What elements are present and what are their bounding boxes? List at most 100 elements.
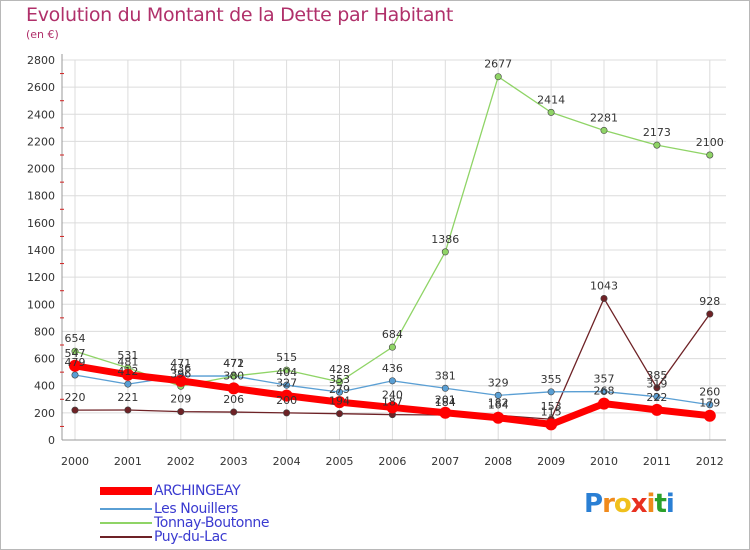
data-point (335, 410, 343, 418)
data-label: 179 (699, 397, 720, 410)
data-label: 928 (699, 295, 720, 308)
legend-swatch (100, 522, 152, 524)
data-point (706, 401, 714, 409)
data-point (71, 371, 79, 379)
data-point (494, 73, 502, 81)
data-label: 200 (276, 394, 297, 407)
x-tick-label: 2012 (696, 455, 724, 468)
data-label: 206 (223, 393, 244, 406)
data-point (492, 411, 505, 424)
data-point (653, 384, 661, 392)
data-point (124, 380, 132, 388)
data-label: 2414 (537, 93, 565, 106)
y-tick-label: 1600 (27, 217, 55, 230)
data-label: 184 (435, 396, 456, 409)
data-point (230, 408, 238, 416)
y-tick-label: 1400 (27, 244, 55, 257)
data-label: 2281 (590, 111, 618, 124)
data-point (230, 372, 238, 380)
data-label: 412 (117, 365, 138, 378)
data-point (388, 343, 396, 351)
data-label: 221 (117, 391, 138, 404)
data-label: 209 (170, 393, 191, 406)
logo-letter: o (613, 489, 632, 519)
data-point (706, 310, 714, 318)
data-point (335, 378, 343, 386)
data-label: 319 (646, 378, 667, 391)
x-tick-label: 2010 (590, 455, 618, 468)
data-label: 1386 (431, 233, 459, 246)
data-label: 201 (435, 394, 456, 407)
unit-label: (en €) (26, 28, 59, 41)
data-point (600, 126, 608, 134)
data-point (280, 389, 293, 402)
data-label: 182 (488, 396, 509, 409)
data-point (494, 391, 502, 399)
data-point (439, 406, 452, 419)
x-tick-label: 2004 (273, 455, 301, 468)
data-point (441, 248, 449, 256)
proxiti-logo: Proxiti (584, 489, 675, 519)
data-point (283, 409, 291, 417)
legend-label: Puy-du-Lac (154, 529, 228, 545)
data-label: 531 (117, 349, 138, 362)
y-tick-label: 2800 (27, 54, 55, 67)
data-point (333, 396, 346, 409)
data-label: 481 (117, 356, 138, 369)
y-tick-label: 1800 (27, 190, 55, 203)
y-tick-label: 2000 (27, 163, 55, 176)
logo-letter: P (584, 489, 603, 519)
data-point (69, 359, 81, 372)
data-label: 471 (170, 357, 191, 370)
x-tick-label: 2009 (537, 455, 565, 468)
data-label: 381 (435, 369, 456, 382)
legend-item: Les Nouillers (100, 502, 340, 516)
data-label: 115 (541, 405, 562, 418)
x-tick-label: 2006 (378, 455, 406, 468)
data-label: 385 (646, 369, 667, 382)
legend-swatch (100, 536, 152, 538)
data-label: 654 (65, 332, 86, 345)
logo-letter: r (602, 489, 615, 519)
x-tick-label: 2008 (484, 455, 512, 468)
y-tick-label: 200 (34, 407, 55, 420)
legend-item: ARCHINGEAY (100, 484, 340, 498)
data-point (547, 108, 555, 116)
data-label: 479 (65, 356, 86, 369)
data-point (227, 382, 240, 395)
data-point (706, 151, 714, 159)
y-tick-label: 400 (34, 380, 55, 393)
data-label: 404 (276, 366, 297, 379)
data-label: 327 (276, 377, 297, 390)
data-label: 222 (646, 391, 667, 404)
data-label: 2677 (484, 58, 512, 71)
y-tick-label: 1000 (27, 298, 55, 311)
y-tick-label: 0 (48, 434, 55, 447)
data-label: 353 (329, 373, 350, 386)
data-point (388, 377, 396, 385)
y-tick-label: 2200 (27, 135, 55, 148)
data-label: 153 (541, 400, 562, 413)
data-point (283, 366, 291, 374)
data-label: 515 (276, 351, 297, 364)
data-point (174, 374, 187, 387)
data-point (598, 397, 610, 410)
data-label: 220 (65, 391, 86, 404)
data-label: 260 (699, 386, 720, 399)
data-label: 547 (65, 347, 86, 360)
chart-title: Evolution du Montant de la Dette par Hab… (26, 4, 454, 26)
data-label: 471 (223, 357, 244, 370)
y-tick-label: 2600 (27, 81, 55, 94)
y-tick-label: 1200 (27, 271, 55, 284)
data-label: 187 (382, 396, 403, 409)
legend-label: Tonnay-Boutonne (154, 515, 270, 531)
data-label: 194 (329, 395, 350, 408)
data-point (600, 294, 608, 302)
data-point (547, 388, 555, 396)
data-label: 279 (329, 383, 350, 396)
data-label: 2173 (643, 126, 671, 139)
data-point (650, 403, 663, 416)
data-point (441, 384, 449, 392)
y-tick-label: 800 (34, 325, 55, 338)
